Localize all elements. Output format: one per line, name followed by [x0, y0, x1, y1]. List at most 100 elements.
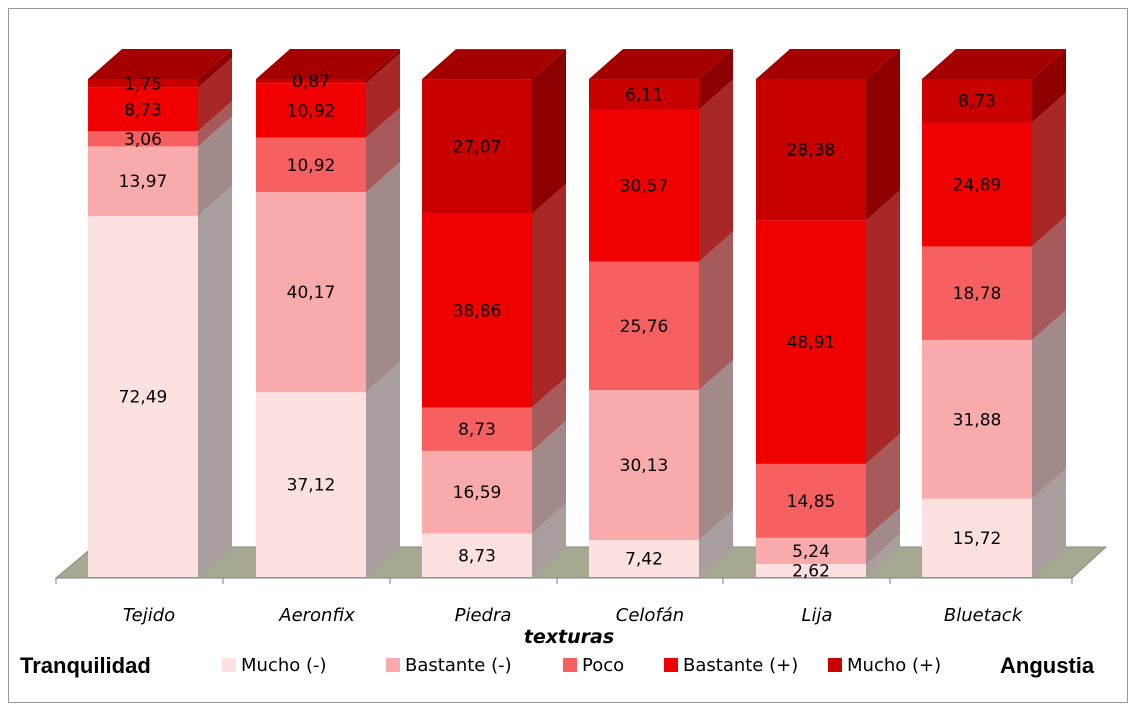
bar-side-celof-n-poco — [699, 231, 733, 391]
data-label-lija-mucho-plus: 28,38 — [787, 141, 836, 161]
bar-segment-celof-n-poco — [589, 261, 699, 391]
bar-segment-bluetack-bastante-plus — [922, 122, 1032, 247]
bar-side-aeronfix-bastante-plus — [366, 53, 400, 138]
bar-segment-lija-bastante-minus — [756, 537, 866, 564]
data-label-tejido-mucho-plus: 1,75 — [124, 74, 162, 94]
category-label-celof-n: Celofán — [616, 605, 684, 626]
legend-label: Poco — [582, 655, 625, 676]
category-label-lija: Lija — [801, 605, 832, 626]
data-label-piedra-poco: 8,73 — [458, 420, 496, 440]
data-label-aeronfix-mucho-minus: 37,12 — [287, 476, 336, 496]
legend: Tranquilidad Mucho (-) Bastante (-) Poco… — [0, 650, 1138, 690]
bar-segment-celof-n-mucho-minus — [589, 540, 699, 577]
legend-item-mucho-plus: Mucho (+) — [828, 650, 941, 682]
bar-side-lija-mucho-plus — [866, 49, 900, 221]
category-label-bluetack: Bluetack — [944, 605, 1024, 626]
bar-segment-lija-poco — [756, 463, 866, 538]
data-label-piedra-bastante-plus: 38,86 — [453, 302, 502, 322]
data-label-aeronfix-poco: 10,92 — [287, 156, 336, 176]
data-label-bluetack-bastante-plus: 24,89 — [953, 175, 1002, 195]
legend-item-mucho-minus: Mucho (-) — [222, 650, 327, 682]
bar-top-tejido — [88, 49, 232, 79]
bar-side-tejido-mucho-plus — [198, 49, 232, 88]
data-label-celof-n-bastante-minus: 30,13 — [620, 456, 669, 476]
bar-side-bluetack-mucho-plus — [1032, 49, 1066, 123]
category-label-tejido: Tejido — [123, 605, 175, 626]
category-label-aeronfix: Aeronfix — [278, 605, 355, 626]
data-label-piedra-mucho-plus: 27,07 — [453, 138, 502, 158]
bar-segment-aeronfix-mucho-minus — [256, 392, 366, 577]
bar-segment-bluetack-mucho-plus — [922, 79, 1032, 123]
bar-side-celof-n-bastante-plus — [699, 79, 733, 262]
legend-left-label: Tranquilidad — [20, 653, 151, 678]
legend-label: Bastante (-) — [405, 655, 512, 676]
data-label-piedra-bastante-minus: 16,59 — [453, 483, 502, 503]
data-label-celof-n-bastante-plus: 30,57 — [620, 177, 669, 197]
bar-side-aeronfix-mucho-plus — [366, 49, 400, 84]
bar-side-piedra-mucho-minus — [532, 503, 566, 577]
bar-segment-lija-mucho-minus — [756, 563, 866, 577]
legend-swatch — [222, 658, 236, 672]
bar-side-tejido-poco — [198, 101, 232, 147]
bar-side-celof-n-mucho-plus — [699, 49, 733, 110]
bar-side-aeronfix-bastante-minus — [366, 162, 400, 393]
bar-segment-piedra-poco — [422, 407, 532, 451]
bar-segment-aeronfix-bastante-plus — [256, 83, 366, 138]
bar-segment-tejido-poco — [88, 131, 198, 147]
bar-side-piedra-bastante-minus — [532, 420, 566, 534]
bar-segment-piedra-mucho-minus — [422, 533, 532, 577]
data-label-bluetack-poco: 18,78 — [953, 284, 1002, 304]
data-label-aeronfix-bastante-plus: 10,92 — [287, 102, 336, 122]
bar-side-celof-n-bastante-minus — [699, 360, 733, 541]
bar-segment-aeronfix-bastante-minus — [256, 192, 366, 393]
legend-label: Bastante (+) — [683, 655, 799, 676]
data-label-aeronfix-mucho-plus: 0,87 — [292, 72, 330, 92]
category-label-piedra: Piedra — [455, 605, 512, 626]
data-label-bluetack-bastante-minus: 31,88 — [953, 410, 1002, 430]
bar-segment-celof-n-mucho-plus — [589, 79, 699, 110]
bar-side-piedra-poco — [532, 377, 566, 451]
data-label-celof-n-mucho-minus: 7,42 — [625, 550, 663, 570]
bar-segment-piedra-bastante-minus — [422, 450, 532, 534]
legend-swatch — [563, 658, 577, 672]
bar-side-lija-poco — [866, 433, 900, 538]
bar-side-aeronfix-poco — [366, 107, 400, 193]
bar-top-celof-n — [589, 49, 733, 80]
bar-side-piedra-mucho-plus — [532, 49, 566, 214]
bar-top-bluetack — [922, 49, 1066, 79]
x-axis-title: texturas — [524, 626, 614, 648]
bar-side-celof-n-mucho-minus — [699, 510, 733, 577]
data-label-lija-bastante-minus: 5,24 — [792, 542, 830, 562]
bar-side-piedra-bastante-plus — [532, 183, 566, 408]
bar-segment-tejido-bastante-minus — [88, 146, 198, 216]
bar-side-bluetack-mucho-minus — [1032, 468, 1066, 577]
legend-item-bastante-minus: Bastante (-) — [386, 650, 512, 682]
data-label-lija-bastante-plus: 48,91 — [787, 333, 836, 353]
legend-label: Mucho (+) — [847, 655, 942, 676]
bar-segment-tejido-mucho-plus — [88, 79, 198, 88]
data-label-tejido-mucho-minus: 72,49 — [119, 387, 168, 407]
data-label-tejido-bastante-plus: 8,73 — [124, 100, 162, 120]
legend-swatch — [828, 658, 842, 672]
data-label-lija-poco: 14,85 — [787, 492, 836, 512]
bar-side-tejido-bastante-plus — [198, 57, 232, 132]
data-label-bluetack-mucho-minus: 15,72 — [953, 529, 1002, 549]
legend-label: Mucho (-) — [241, 655, 327, 676]
data-label-bluetack-mucho-plus: 8,73 — [958, 92, 996, 112]
legend-item-bastante-plus: Bastante (+) — [664, 650, 798, 682]
bar-segment-bluetack-mucho-minus — [922, 498, 1032, 577]
bar-side-tejido-bastante-minus — [198, 116, 232, 216]
bar-segment-lija-bastante-plus — [756, 220, 866, 464]
legend-right-label: Angustia — [1000, 653, 1095, 678]
bar-side-aeronfix-mucho-minus — [366, 362, 400, 577]
bar-segment-piedra-bastante-plus — [422, 213, 532, 408]
data-label-tejido-bastante-minus: 13,97 — [119, 172, 168, 192]
bar-segment-celof-n-bastante-plus — [589, 109, 699, 262]
legend-item-poco: Poco — [563, 650, 624, 682]
bar-side-bluetack-bastante-minus — [1032, 309, 1066, 499]
data-label-celof-n-poco: 25,76 — [620, 317, 669, 337]
legend-swatch — [664, 658, 678, 672]
bar-segment-celof-n-bastante-minus — [589, 390, 699, 541]
bar-segment-lija-mucho-plus — [756, 79, 866, 221]
